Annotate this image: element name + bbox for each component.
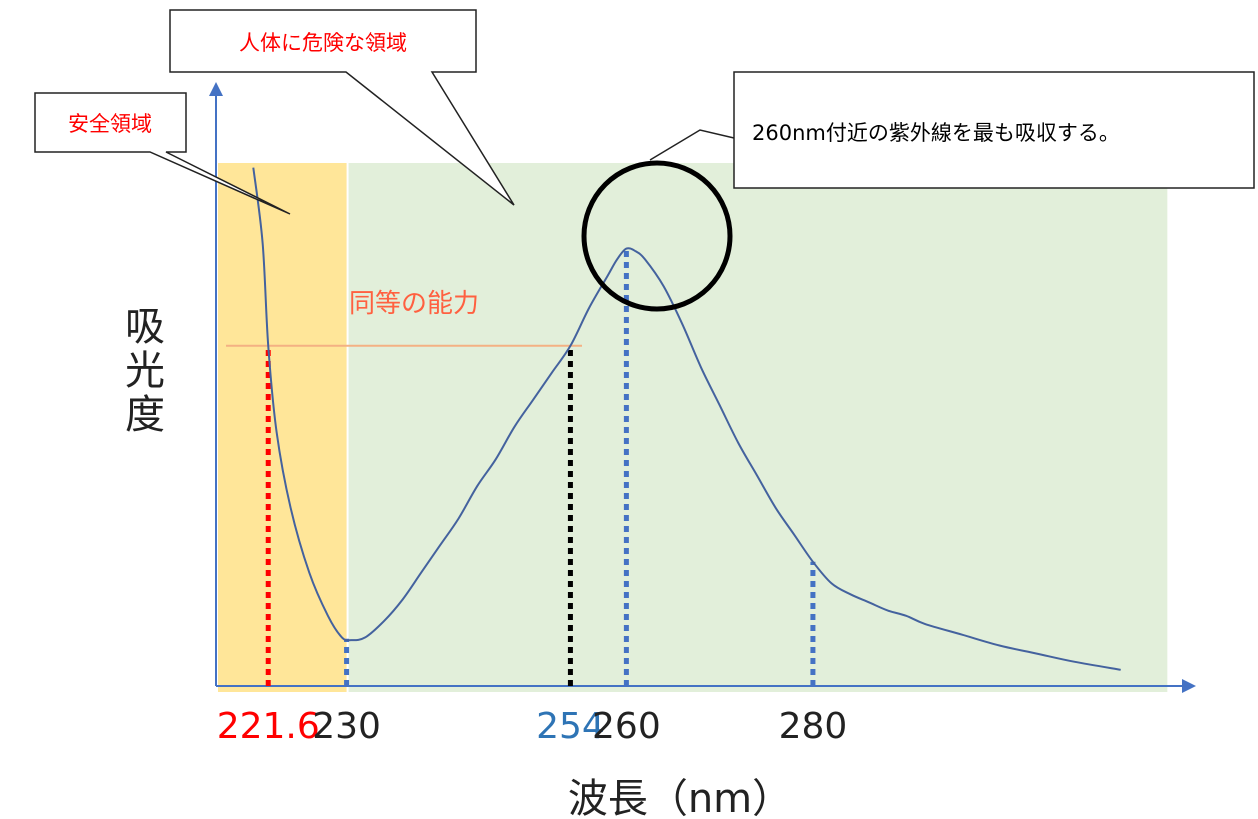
absorbance-curve-group xyxy=(252,167,1121,671)
callout-danger-text: 人体に危険な領域 xyxy=(239,31,407,55)
callout-peak-text: 260nm付近の紫外線を最も吸収する。 xyxy=(752,121,1120,145)
axis-titles: 波長（nm） 吸光度 xyxy=(125,304,792,819)
region-backgrounds xyxy=(218,163,1168,692)
y-axis-arrow xyxy=(209,82,223,96)
equal-capability-group: 同等の能力 xyxy=(226,289,582,347)
region-danger xyxy=(348,163,1168,692)
callouts: 安全領域 人体に危険な領域 260nm付近の紫外線を最も吸収する。 xyxy=(34,9,1255,312)
callout-peak-leader xyxy=(649,129,735,161)
callout-safe-box xyxy=(34,92,291,215)
axes xyxy=(209,82,1196,693)
x-tick-label-254: 254 xyxy=(536,706,605,747)
x-tick-label-221-6: 221.6 xyxy=(217,706,320,747)
wavelength-markers xyxy=(265,248,816,686)
x-tick-label-230: 230 xyxy=(312,706,381,747)
peak-circle xyxy=(581,160,733,312)
callout-danger-box xyxy=(169,9,515,206)
x-axis-arrow xyxy=(1182,679,1196,693)
x-tick-label-280: 280 xyxy=(779,706,848,747)
y-axis-title: 吸光度 xyxy=(125,304,165,438)
callout-peak-box xyxy=(733,71,1255,189)
equal-capability-label: 同等の能力 xyxy=(349,289,479,319)
callout-safe-text: 安全領域 xyxy=(68,112,152,136)
x-axis-title: 波長（nm） xyxy=(568,776,792,819)
region-safe xyxy=(218,163,347,692)
x-tick-label-260: 260 xyxy=(592,706,661,747)
absorbance-curve xyxy=(252,167,1121,671)
